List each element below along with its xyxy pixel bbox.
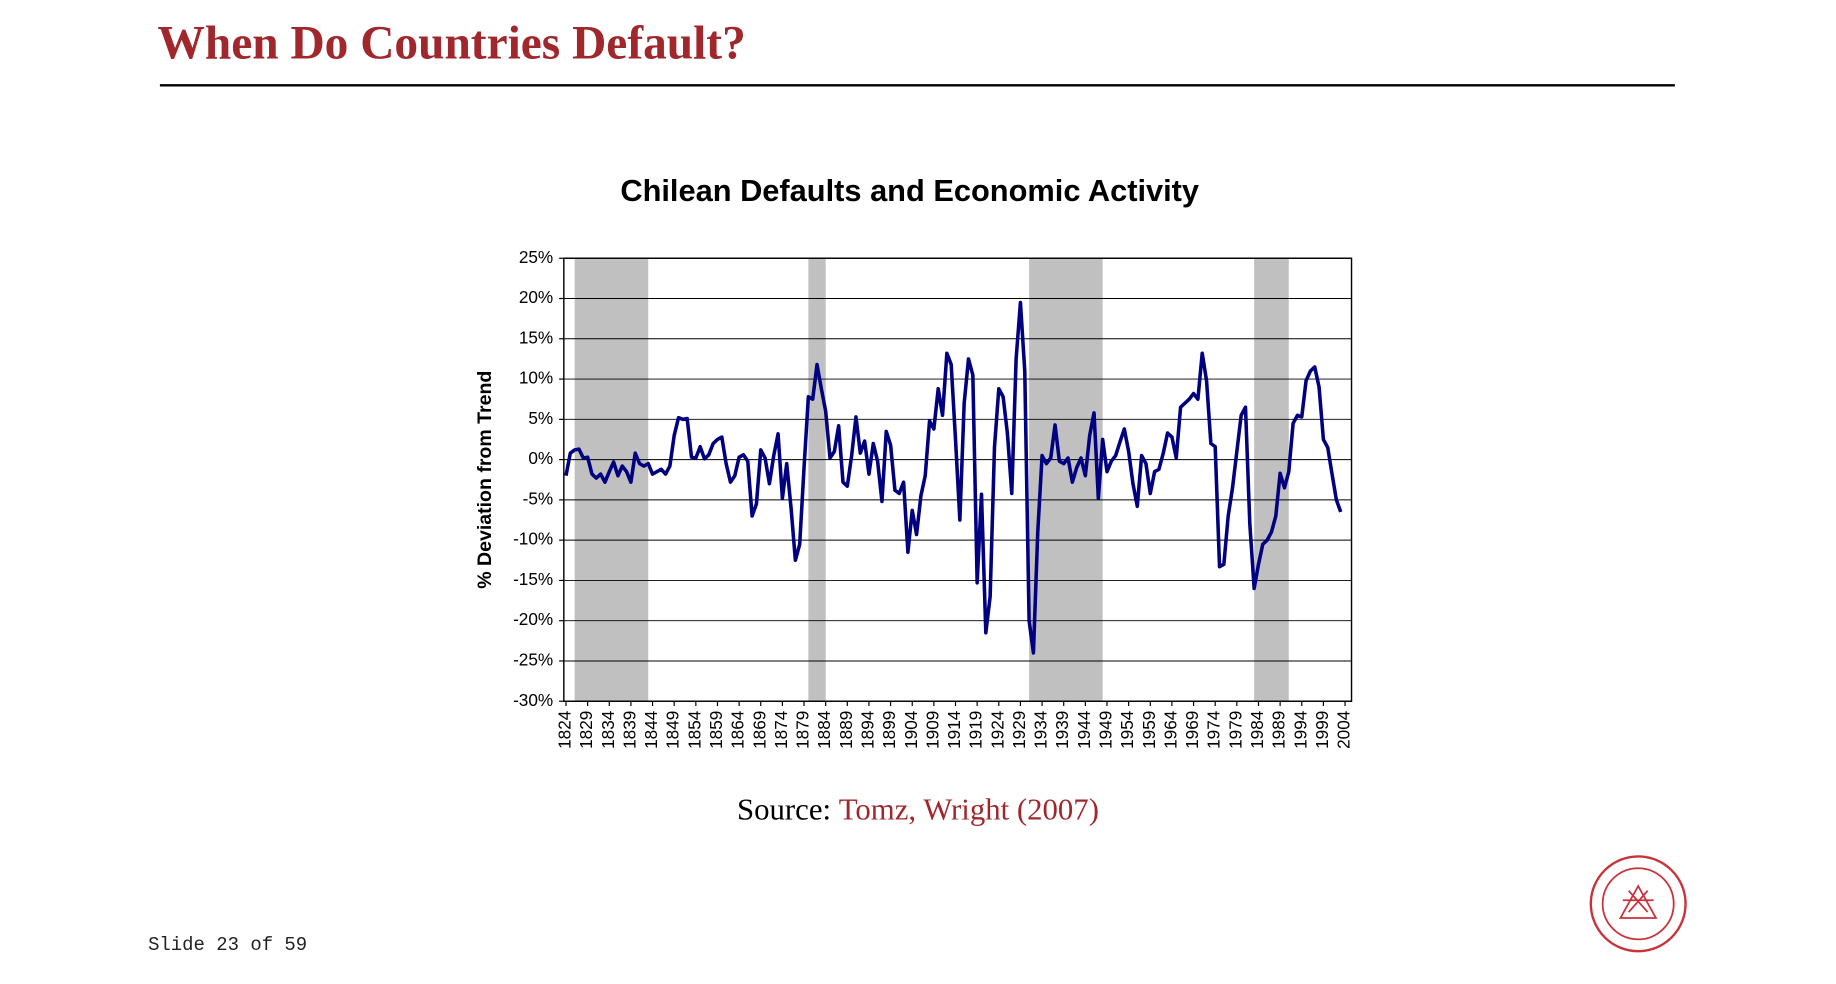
y-tick-label: -20% bbox=[513, 609, 553, 629]
x-tick-label: 1954 bbox=[1117, 710, 1137, 749]
x-tick-label: 1929 bbox=[1009, 711, 1029, 749]
x-tick-label: 1949 bbox=[1096, 711, 1116, 749]
x-tick-label: 1939 bbox=[1052, 711, 1072, 749]
university-logo bbox=[1589, 855, 1687, 953]
y-tick-label: 25% bbox=[519, 247, 553, 267]
x-tick-label: 1964 bbox=[1160, 710, 1180, 749]
x-tick-label: 1839 bbox=[619, 711, 639, 749]
x-tick-label: 1944 bbox=[1074, 710, 1094, 749]
y-tick-label: -5% bbox=[523, 488, 554, 508]
x-tick-label: 1859 bbox=[706, 711, 726, 749]
x-tick-label: 1829 bbox=[576, 711, 596, 749]
y-tick-label: 15% bbox=[519, 327, 553, 347]
y-tick-label: -30% bbox=[513, 690, 553, 710]
y-tick-label: -25% bbox=[513, 650, 553, 670]
x-tick-label: 1934 bbox=[1031, 710, 1051, 749]
slide-number: Slide 23 of 59 bbox=[148, 934, 307, 956]
slide-title: When Do Countries Default? bbox=[158, 17, 746, 69]
source-label: Source: bbox=[737, 793, 831, 827]
plot: -30% -25% -20% -15% -10% -5% 0% 5% 10% 15% 20% 25% 1… bbox=[513, 247, 1353, 749]
x-tick-label: 1849 bbox=[663, 711, 683, 749]
x-tick-label: 1894 bbox=[857, 710, 877, 749]
y-tick-label: 5% bbox=[528, 408, 553, 428]
y-tick-label: 20% bbox=[519, 287, 553, 307]
x-tick-label: 1899 bbox=[879, 711, 899, 749]
source-reference[interactable]: Tomz, Wright (2007) bbox=[839, 793, 1099, 827]
x-tick-label: 1869 bbox=[749, 711, 769, 749]
x-tick-label: 1969 bbox=[1182, 711, 1202, 749]
plot-frame bbox=[563, 257, 1353, 702]
x-tick-label: 1874 bbox=[771, 710, 791, 749]
x-tick-label: 1974 bbox=[1204, 710, 1224, 749]
y-axis-label: % Deviation from Trend bbox=[474, 371, 496, 589]
x-tick-label: 1999 bbox=[1312, 711, 1332, 749]
x-tick-label: 1959 bbox=[1139, 711, 1159, 749]
x-tick-label: 1914 bbox=[944, 710, 964, 749]
x-tick-label: 2004 bbox=[1334, 710, 1354, 749]
source-line: Source: Tomz, Wright (2007) bbox=[737, 793, 1099, 827]
x-tick-label: 1994 bbox=[1290, 710, 1310, 749]
x-tick-label: 1989 bbox=[1269, 711, 1289, 749]
x-tick-label: 1824 bbox=[555, 710, 575, 749]
x-tick-label: 1884 bbox=[814, 710, 834, 749]
x-tick-label: 1879 bbox=[793, 711, 813, 749]
x-tick-label: 1919 bbox=[966, 711, 986, 749]
x-tick-label: 1984 bbox=[1247, 710, 1267, 749]
x-tick-label: 1844 bbox=[641, 710, 661, 749]
y-tick-label: 0% bbox=[528, 448, 553, 468]
default-band bbox=[808, 258, 826, 702]
x-tick-label: 1834 bbox=[598, 710, 618, 749]
x-tick-label: 1889 bbox=[836, 711, 856, 749]
x-tick-label: 1854 bbox=[684, 710, 704, 749]
y-tick-label: -10% bbox=[513, 529, 553, 549]
x-tick-label: 1924 bbox=[987, 710, 1007, 749]
x-tick-label: 1979 bbox=[1225, 711, 1245, 749]
x-tick-label: 1864 bbox=[728, 710, 748, 749]
default-band bbox=[574, 258, 649, 702]
chart-title: Chilean Defaults and Economic Activity bbox=[620, 173, 1199, 208]
x-tick-label: 1904 bbox=[901, 710, 921, 749]
x-tick-label: 1909 bbox=[922, 711, 942, 749]
y-tick-label: 10% bbox=[519, 368, 553, 388]
series-line bbox=[564, 300, 1343, 655]
y-tick-label: -15% bbox=[513, 569, 553, 589]
